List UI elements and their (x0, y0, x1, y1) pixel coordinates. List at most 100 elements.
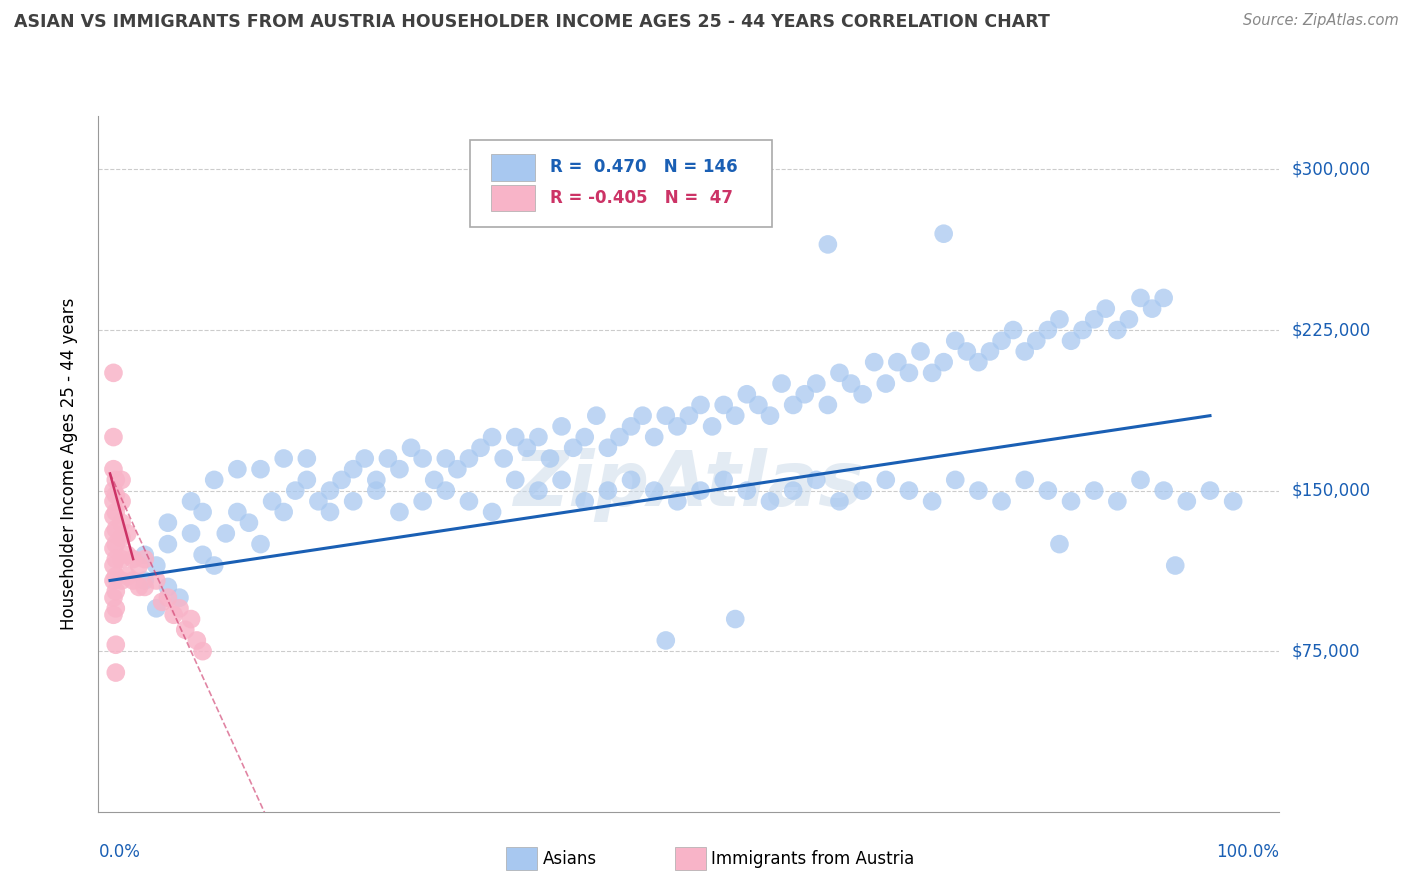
Point (103, 462, 125, 476)
Point (156, 591, 179, 605)
Point (226, 505, 249, 519)
Point (104, 601, 127, 615)
Point (215, 526, 238, 541)
Point (550, 473, 572, 487)
Point (1036, 323, 1059, 337)
Point (377, 451, 399, 466)
Point (103, 494, 125, 508)
Point (609, 430, 631, 444)
Point (122, 574, 145, 588)
Point (1094, 301, 1116, 316)
Point (295, 451, 318, 466)
Point (503, 430, 526, 444)
Point (180, 494, 202, 508)
Point (1025, 334, 1047, 348)
Point (284, 483, 307, 498)
Text: R = -0.405   N =  47: R = -0.405 N = 47 (550, 189, 733, 207)
Point (735, 483, 758, 498)
Point (186, 633, 208, 648)
Text: $300,000: $300,000 (1291, 161, 1371, 178)
Text: Source: ZipAtlas.com: Source: ZipAtlas.com (1243, 13, 1399, 29)
Point (1014, 473, 1036, 487)
Point (562, 441, 585, 455)
Point (412, 494, 434, 508)
Text: $225,000: $225,000 (1291, 321, 1371, 339)
Point (110, 531, 132, 545)
Point (110, 574, 132, 588)
Text: 0.0%: 0.0% (98, 843, 141, 861)
Point (897, 483, 920, 498)
Point (596, 483, 619, 498)
Point (1060, 334, 1083, 348)
Point (770, 376, 793, 391)
Text: ASIAN VS IMMIGRANTS FROM AUSTRIA HOUSEHOLDER INCOME AGES 25 - 44 YEARS CORRELATI: ASIAN VS IMMIGRANTS FROM AUSTRIA HOUSEHO… (14, 13, 1050, 31)
Point (103, 430, 125, 444)
Point (1060, 494, 1083, 508)
Point (319, 483, 342, 498)
Point (643, 483, 665, 498)
Point (793, 387, 815, 401)
Point (342, 494, 364, 508)
Point (1222, 494, 1244, 508)
Point (1199, 483, 1222, 498)
Point (434, 451, 457, 466)
Point (956, 344, 979, 359)
Point (910, 344, 932, 359)
FancyBboxPatch shape (471, 140, 772, 227)
Point (967, 355, 990, 369)
Point (117, 548, 139, 562)
Point (104, 569, 127, 583)
Point (156, 516, 179, 530)
Point (110, 494, 132, 508)
Text: 100.0%: 100.0% (1216, 843, 1279, 861)
Text: Immigrants from Austria: Immigrants from Austria (711, 850, 915, 868)
Point (1129, 291, 1152, 305)
Point (319, 505, 342, 519)
Point (238, 516, 260, 530)
Point (990, 334, 1012, 348)
Point (249, 537, 271, 551)
Point (643, 430, 665, 444)
Point (503, 473, 526, 487)
Point (191, 505, 214, 519)
Point (875, 376, 897, 391)
Point (470, 441, 492, 455)
Point (932, 355, 955, 369)
Point (655, 409, 678, 423)
Point (839, 376, 862, 391)
Point (202, 558, 225, 573)
Point (117, 569, 139, 583)
Point (492, 451, 515, 466)
Point (353, 451, 375, 466)
Point (1049, 312, 1071, 326)
Text: ZipAtlas: ZipAtlas (513, 448, 865, 522)
Point (747, 398, 769, 412)
Point (655, 633, 678, 648)
Point (122, 552, 145, 566)
Point (169, 601, 191, 615)
Point (1083, 483, 1105, 498)
Point (897, 366, 920, 380)
Point (110, 516, 132, 530)
Point (1118, 312, 1140, 326)
Point (128, 558, 150, 573)
Point (191, 644, 214, 658)
Point (782, 483, 804, 498)
Point (574, 430, 596, 444)
Point (1107, 494, 1129, 508)
Point (863, 355, 886, 369)
Point (585, 409, 607, 423)
Point (128, 580, 150, 594)
FancyBboxPatch shape (491, 154, 536, 181)
Point (631, 409, 654, 423)
Point (735, 387, 758, 401)
Point (134, 580, 156, 594)
Point (943, 473, 966, 487)
Point (875, 473, 897, 487)
Point (527, 483, 550, 498)
Point (103, 483, 125, 498)
Point (852, 387, 875, 401)
Point (145, 574, 167, 588)
Point (979, 344, 1001, 359)
Point (295, 473, 318, 487)
